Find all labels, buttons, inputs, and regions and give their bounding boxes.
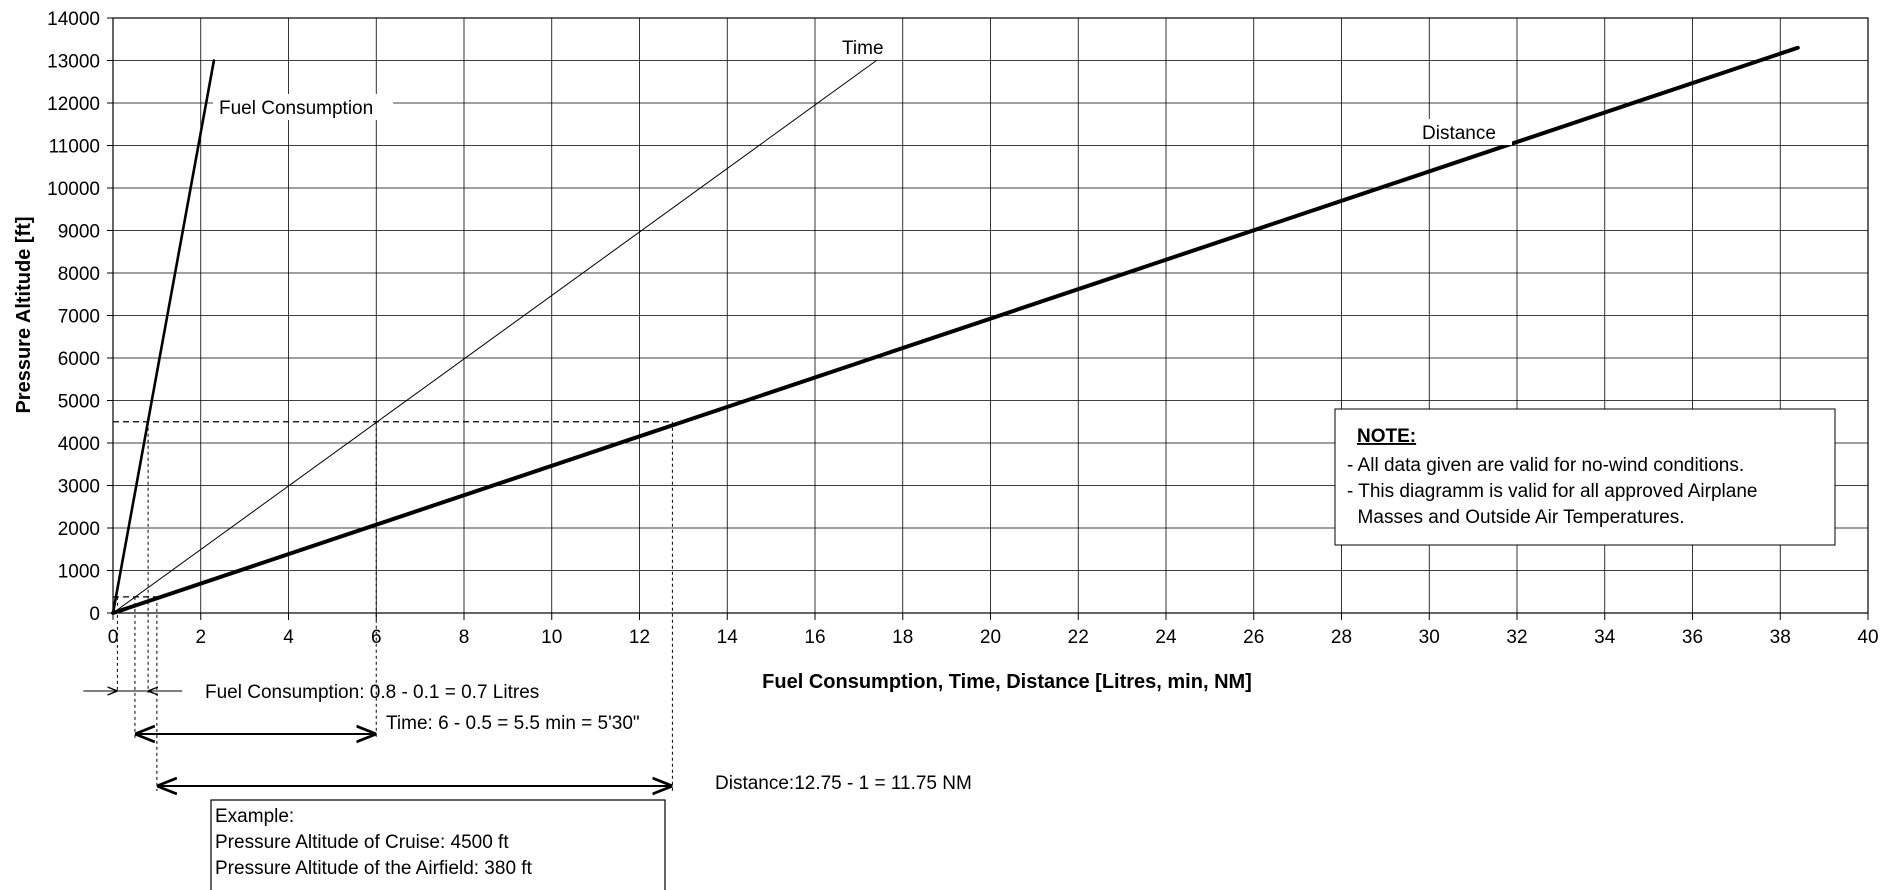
x-tick-label: 0 [108,627,119,648]
distance-annotation: Distance:12.75 - 1 = 11.75 NM [715,773,972,794]
plot-frame [112,17,1869,614]
series-labels: Fuel Consumption Time Distance [213,34,1512,145]
x-tick-label: 8 [459,627,470,648]
x-tick-label: 28 [1331,627,1352,648]
x-tick-label: 22 [1068,627,1089,648]
time-line [112,60,877,614]
y-tick-label: 12000 [47,94,100,115]
x-tick-label: 30 [1419,627,1440,648]
y-tick-label: 7000 [58,307,100,328]
fuel-consumption-label-bg [213,94,393,120]
fuel-consumption-line [111,59,216,615]
x-tick-label: 24 [1155,627,1177,648]
x-tick-label: 4 [283,627,294,648]
distance-line [111,45,1800,615]
y-tick-label: 0 [89,604,100,625]
y-tick-label: 6000 [58,349,100,370]
y-tick-label: 11000 [49,137,100,158]
x-tick-label: 36 [1682,627,1703,648]
y-tick-label: 3000 [58,477,100,498]
y-tick-label: 9000 [58,222,100,243]
example-title: Example: [215,806,294,827]
fuel-annotation: Fuel Consumption: 0.8 - 0.1 = 0.7 Litres [205,682,539,703]
example-box: Example: Pressure Altitude of Cruise: 45… [210,799,666,890]
x-tick-label: 12 [629,627,650,648]
note-title: NOTE: [1357,426,1416,447]
x-tick-label: 6 [371,627,382,648]
reference-lines [113,421,673,791]
x-tick-label: 16 [804,627,825,648]
y-tick-label: 5000 [58,392,100,413]
y-axis-title: Pressure Altitude [ft] [13,216,35,413]
time-label-bg [836,34,890,60]
x-tick-label: 2 [195,627,206,648]
x-tick-label: 18 [892,627,913,648]
distance-label-bg [1416,119,1512,145]
example-line-1: Pressure Altitude of Cruise: 4500 ft [215,832,509,853]
time-label: Time [842,38,884,59]
example-line-2: Pressure Altitude of the Airfield: 380 f… [215,858,533,879]
x-tick-label: 26 [1243,627,1264,648]
y-tick-label: 14000 [47,9,100,30]
y-tick-label: 4000 [58,434,100,455]
x-tick-label: 40 [1857,627,1878,648]
note-line-1: - All data given are valid for no-wind c… [1347,455,1744,476]
fuel-consumption-label: Fuel Consumption [219,98,373,119]
x-tick-label: 10 [541,627,562,648]
x-tick-label: 32 [1506,627,1527,648]
y-tick-label: 8000 [58,264,100,285]
y-tick-label: 2000 [58,519,100,540]
y-tick-label: 13000 [47,52,100,73]
x-axis-title: Fuel Consumption, Time, Distance [Litres… [762,671,1252,693]
y-tick-label: 1000 [58,562,100,583]
x-axis-ticks: 0 2 4 6 8 10 12 14 16 18 20 22 24 26 28 30 32 34 36 38 40 [108,613,1879,648]
note-line-3: Masses and Outside Air Temperatures. [1347,507,1685,528]
series-group [111,45,1800,615]
x-tick-label: 34 [1594,627,1616,648]
annotations: Fuel Consumption: 0.8 - 0.1 = 0.7 Litres… [83,682,972,794]
y-tick-label: 10000 [47,179,100,200]
time-annotation: Time: 6 - 0.5 = 5.5 min = 5'30" [386,713,640,734]
x-tick-label: 20 [980,627,1001,648]
x-tick-label: 14 [717,627,739,648]
note-line-2: - This diagramm is valid for all approve… [1347,481,1757,502]
y-axis-ticks: 0 1000 2000 3000 4000 5000 6000 7000 8000 9000 100… [47,9,113,625]
note-box: NOTE: - All data given are valid for no-… [1334,408,1836,546]
grid [112,17,1869,614]
distance-label: Distance [1422,123,1496,144]
x-tick-label: 38 [1770,627,1791,648]
